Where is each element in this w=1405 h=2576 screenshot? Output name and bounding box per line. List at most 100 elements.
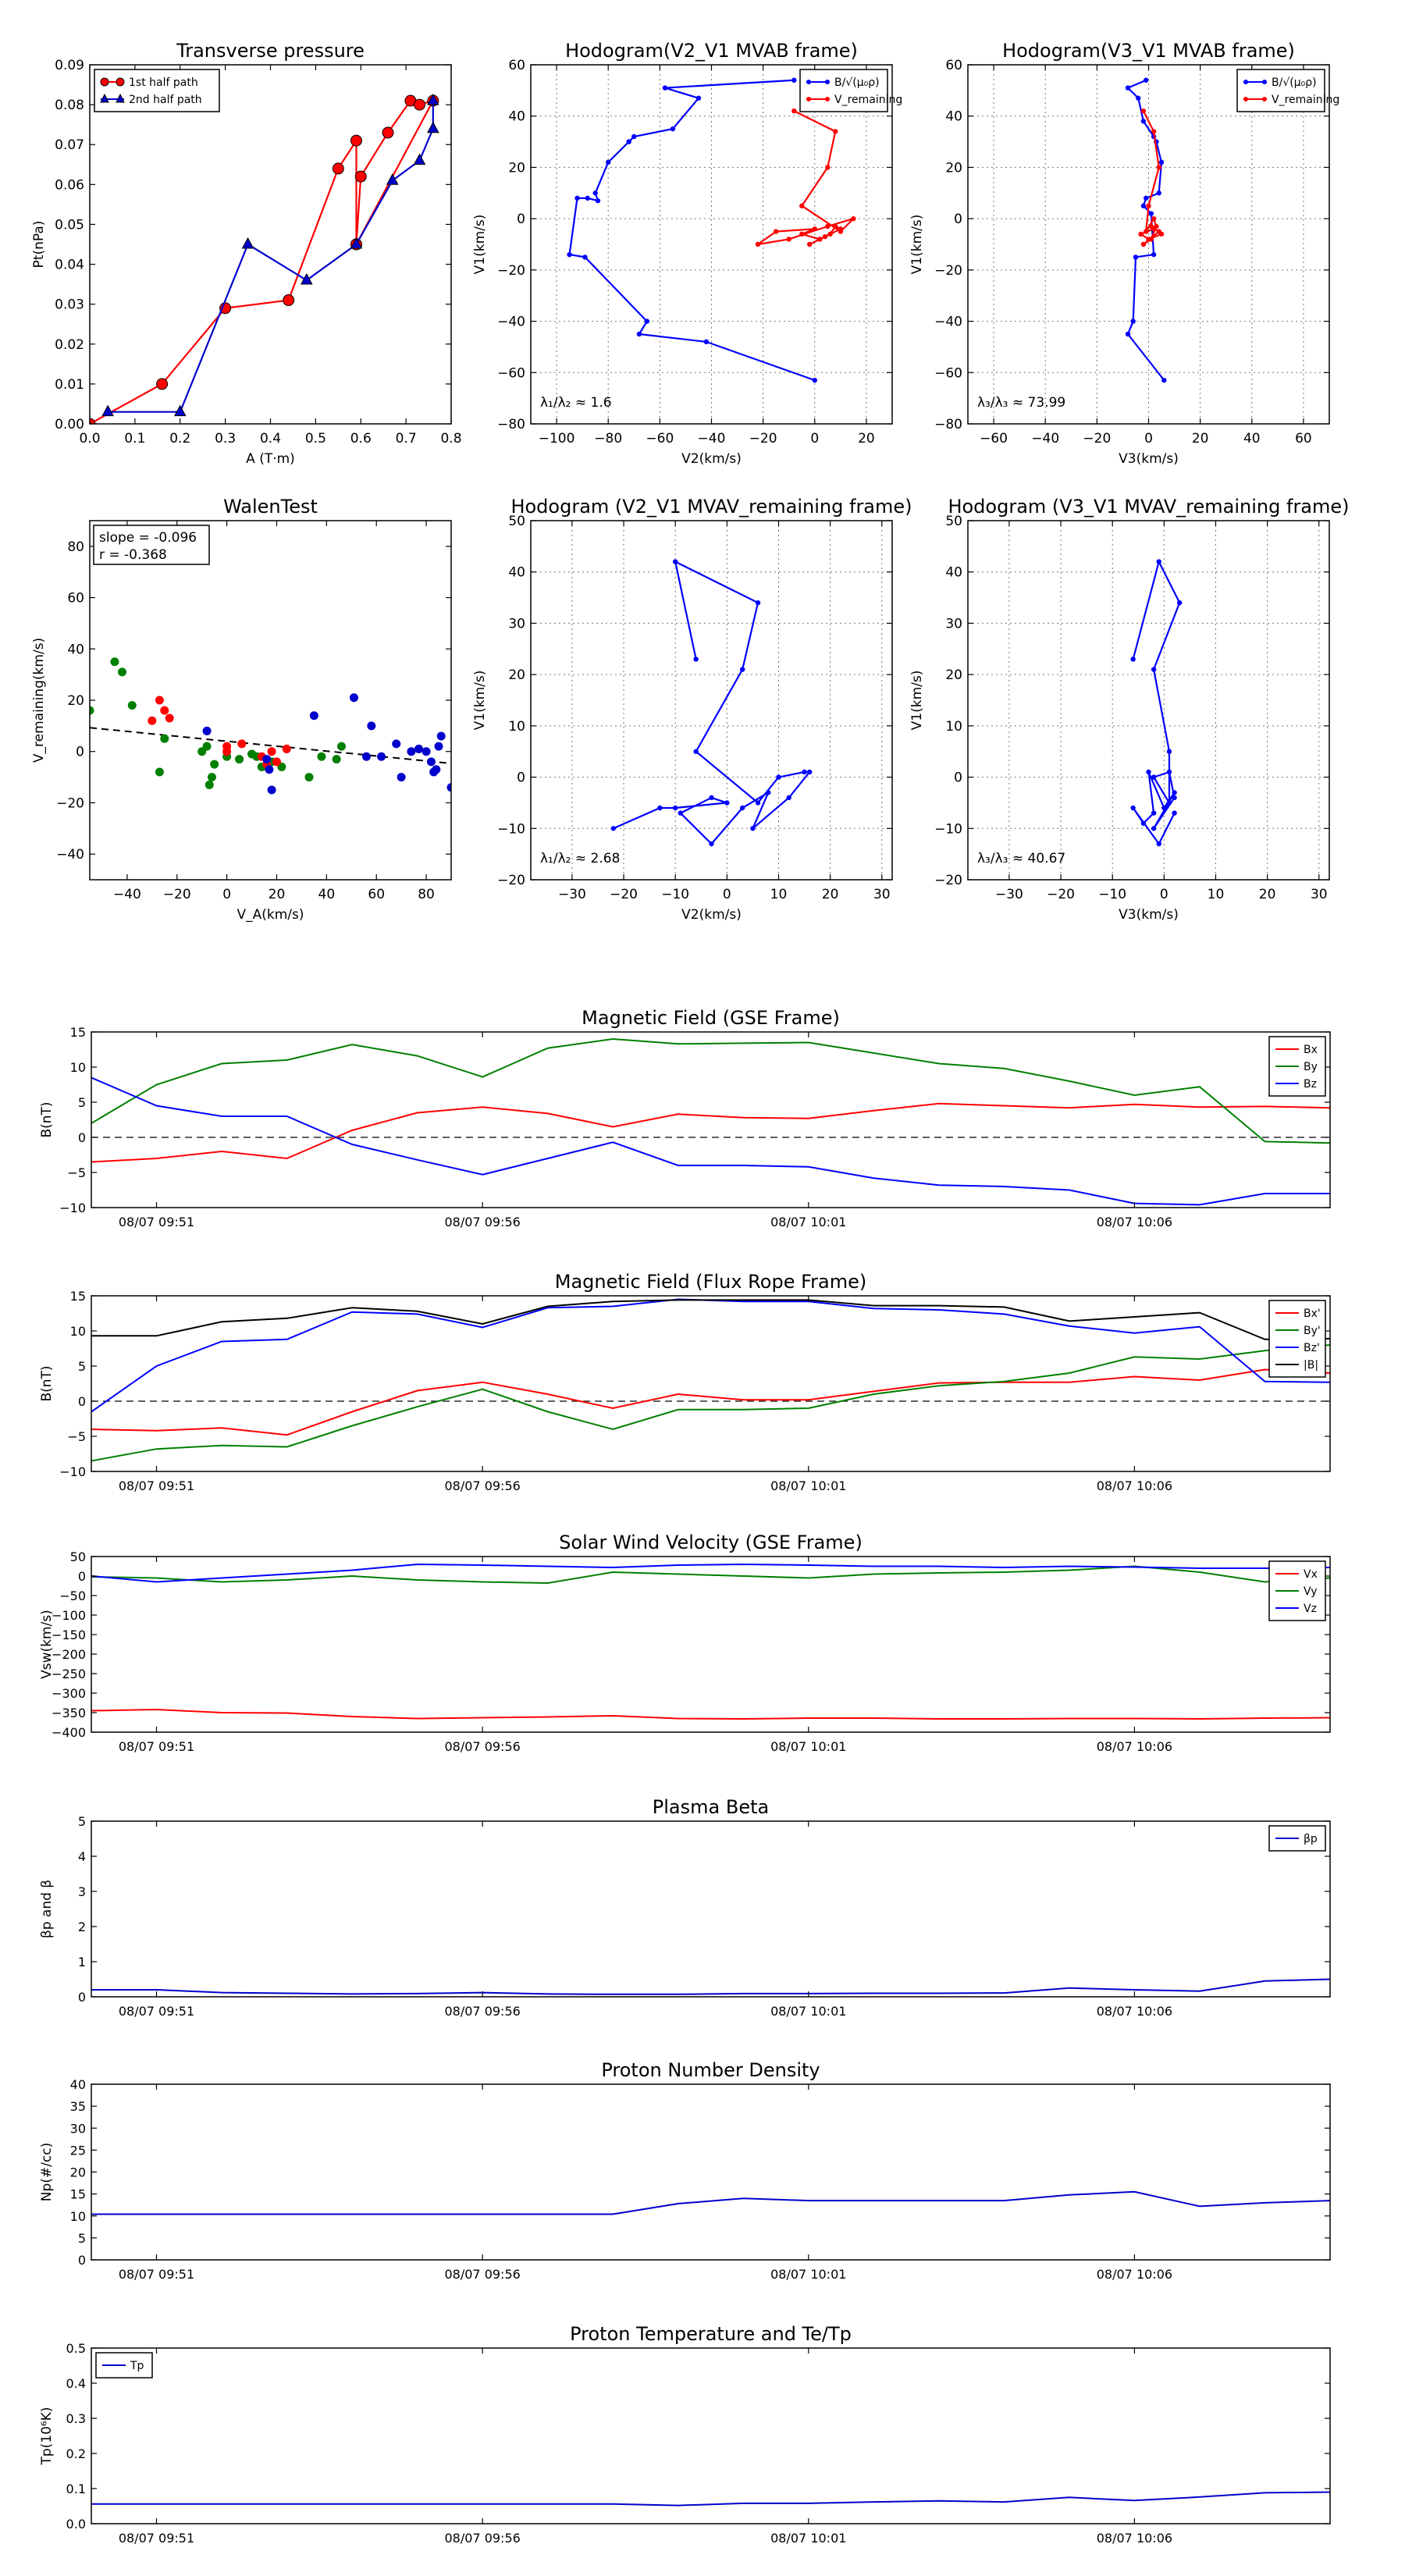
plot-area (90, 657, 451, 795)
legend-box (1236, 69, 1325, 112)
legend: Vx Vy Vz (1268, 1560, 1326, 1621)
data-point (361, 752, 371, 761)
x-tick-label: 40 (1243, 431, 1261, 447)
legend: 1st half path 2nd half path (94, 69, 220, 112)
data-point (802, 769, 807, 775)
plot-area (91, 2491, 1330, 2507)
x-tick-label: 08/07 10:01 (770, 2531, 846, 2546)
y-tick-label: 0 (78, 1394, 86, 1409)
data-point (673, 559, 678, 564)
legend-label: |B| (1304, 1359, 1318, 1372)
x-tick-label: 0.8 (440, 431, 461, 447)
chart-hodo_v3_mvav: −30 −20 −10 0 10 20 30 −20 −10 0 10 20 30 40 50Hodogra… (909, 496, 1350, 923)
y-tick-label: 30 (70, 2121, 86, 2136)
x-tick-label: 08/07 09:51 (119, 2531, 194, 2546)
data-point (739, 667, 745, 672)
data-point (160, 706, 169, 715)
chart-bfr: 08/07 09:51 08/07 09:56 08/07 10:01 08/07 1… (39, 1271, 1331, 1493)
data-point (110, 657, 119, 667)
data-point (436, 731, 446, 741)
y-tick-label: 50 (945, 514, 962, 529)
data-point (1151, 810, 1157, 816)
y-tick-label: 0 (78, 2253, 86, 2268)
x-tick-label: 08/07 09:56 (445, 2004, 521, 2019)
data-point (1166, 749, 1172, 754)
series-line-0 (613, 560, 812, 845)
x-tick-label: 08/07 09:56 (445, 2267, 521, 2282)
x-tick-label: 08/07 09:51 (119, 1478, 194, 1493)
x-tick-label: 08/07 10:01 (770, 1478, 846, 1493)
chart-beta: 08/07 09:51 08/07 09:56 08/07 10:01 08/07 1… (39, 1796, 1331, 2019)
y-tick-label: 0.01 (55, 377, 84, 393)
chart-bgse: 08/07 09:51 08/07 09:56 08/07 10:01 08/07 1… (39, 1007, 1331, 1229)
data-point (173, 404, 187, 417)
data-point (644, 318, 650, 324)
x-axis-label: V2(km/s) (681, 451, 742, 467)
data-point (709, 795, 714, 801)
x-tick-label: 40 (318, 887, 336, 902)
y-tick-label: 50 (70, 1550, 86, 1564)
x-tick-label: 0.1 (124, 431, 145, 447)
data-point (1146, 769, 1151, 775)
x-tick-label: 08/07 10:06 (1097, 2267, 1172, 2282)
chart-title: Plasma Beta (653, 1796, 769, 1818)
y-axis-label: Pt(nPa) (31, 221, 47, 269)
data-point (155, 696, 164, 705)
x-tick-label: −40 (113, 887, 141, 902)
y-tick-label: −80 (934, 417, 962, 432)
x-tick-label: 08/07 09:51 (119, 2267, 194, 2282)
data-point (755, 800, 761, 806)
chart-title: Solar Wind Velocity (GSE Frame) (559, 1532, 863, 1553)
data-point (1172, 790, 1177, 795)
legend-label: By' (1304, 1325, 1321, 1337)
y-tick-label: 80 (67, 539, 84, 555)
data-point (833, 129, 838, 134)
y-axis-label: Vsw(km/s) (39, 1610, 55, 1679)
y-tick-label: −5 (67, 1165, 86, 1180)
data-point (1143, 195, 1149, 201)
x-tick-label: 0 (723, 887, 731, 902)
y-tick-label: −100 (52, 1608, 86, 1623)
plot-area (1125, 77, 1167, 383)
series-line-1 (757, 110, 855, 246)
y-tick-label: 0 (78, 1990, 86, 2005)
legend-box (799, 69, 888, 112)
series-line-0 (1132, 559, 1181, 846)
data-point (595, 197, 601, 204)
plot-area (1130, 559, 1183, 847)
x-tick-label: 08/07 10:01 (770, 2004, 846, 2019)
chart-title: Proton Temperature and Te/Tp (570, 2323, 852, 2345)
x-tick-label: 08/07 10:01 (770, 1215, 846, 1229)
data-point (349, 693, 358, 703)
data-point (582, 254, 588, 260)
x-tick-label: 60 (1295, 431, 1312, 447)
legend: βp (1268, 1825, 1326, 1852)
data-point (1151, 215, 1157, 222)
data-point (755, 600, 761, 606)
x-tick-label: 0.0 (79, 431, 100, 447)
y-tick-label: 0 (954, 770, 962, 786)
y-tick-label: 30 (508, 616, 525, 632)
data-point (90, 418, 96, 424)
x-tick-label: 08/07 09:56 (445, 2531, 521, 2546)
data-point (1140, 241, 1147, 247)
y-tick-label: 0.03 (55, 297, 84, 313)
x-tick-label: 0 (222, 887, 231, 902)
chart-hodo_v3_mvab: −60 −40 −20 0 20 40 60 −80 −60 −40 −20 0 20 40 60 Hodog… (909, 40, 1339, 467)
chart-title: Hodogram (V2_V1 MVAV_remaining frame) (510, 496, 912, 518)
data-point (825, 165, 831, 170)
series-line-1 (91, 1037, 1330, 1144)
data-point (610, 826, 617, 831)
legend-label: Bz' (1304, 1342, 1320, 1354)
y-tick-label: −20 (934, 873, 962, 888)
data-point (127, 701, 137, 710)
series-line-3 (91, 1299, 1330, 1340)
data-point (155, 767, 164, 777)
data-point (118, 667, 127, 677)
legend-marker (806, 80, 811, 84)
data-point (773, 229, 779, 234)
legend: Tp (95, 2352, 153, 2379)
legend-label: V_remaining (1272, 94, 1339, 106)
data-point (432, 765, 441, 774)
y-tick-label: 0.00 (55, 417, 84, 432)
